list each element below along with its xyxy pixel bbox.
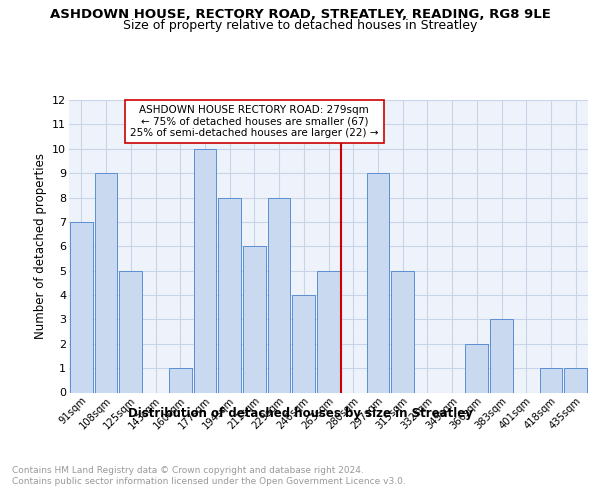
Bar: [292, 295, 315, 392]
Bar: [317, 270, 340, 392]
Bar: [490, 320, 513, 392]
Bar: [119, 270, 142, 392]
Bar: [367, 173, 389, 392]
Bar: [466, 344, 488, 393]
Text: ASHDOWN HOUSE RECTORY ROAD: 279sqm
← 75% of detached houses are smaller (67)
25%: ASHDOWN HOUSE RECTORY ROAD: 279sqm ← 75%…: [130, 105, 379, 138]
Bar: [95, 173, 118, 392]
Text: ASHDOWN HOUSE, RECTORY ROAD, STREATLEY, READING, RG8 9LE: ASHDOWN HOUSE, RECTORY ROAD, STREATLEY, …: [50, 8, 550, 20]
Text: Contains HM Land Registry data © Crown copyright and database right 2024.: Contains HM Land Registry data © Crown c…: [12, 466, 364, 475]
Text: Size of property relative to detached houses in Streatley: Size of property relative to detached ho…: [123, 18, 477, 32]
Y-axis label: Number of detached properties: Number of detached properties: [34, 153, 47, 340]
Text: Distribution of detached houses by size in Streatley: Distribution of detached houses by size …: [128, 408, 472, 420]
Bar: [194, 149, 216, 392]
Bar: [169, 368, 191, 392]
Bar: [268, 198, 290, 392]
Bar: [218, 198, 241, 392]
Text: Contains public sector information licensed under the Open Government Licence v3: Contains public sector information licen…: [12, 478, 406, 486]
Bar: [243, 246, 266, 392]
Bar: [70, 222, 93, 392]
Bar: [391, 270, 414, 392]
Bar: [564, 368, 587, 392]
Bar: [539, 368, 562, 392]
